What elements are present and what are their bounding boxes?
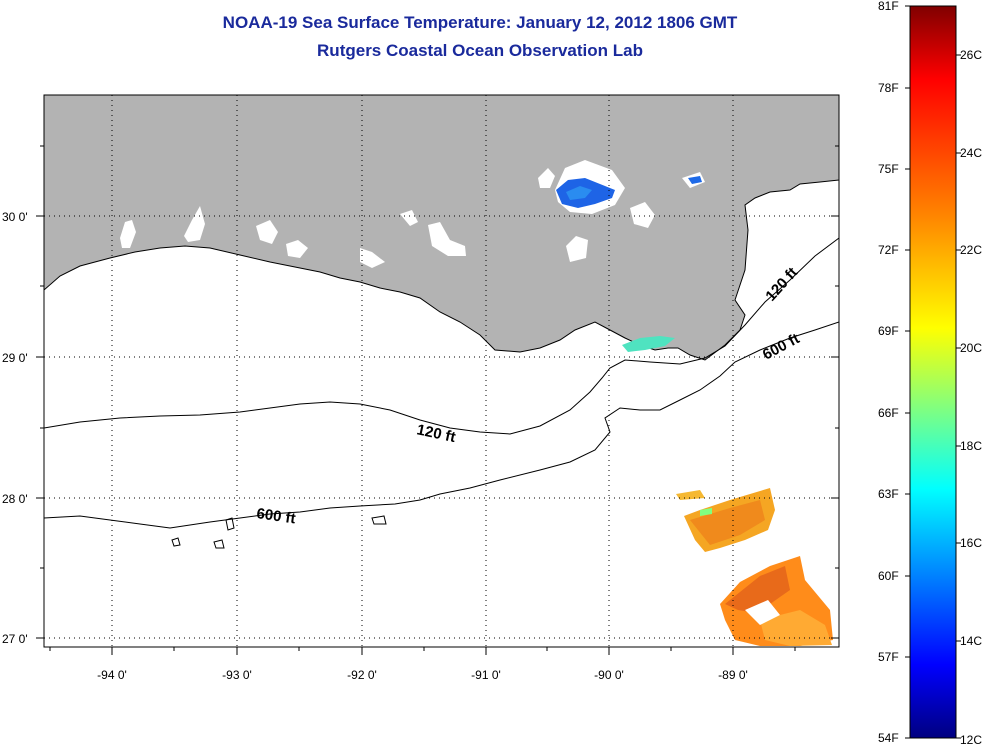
colorbar-label-c: 24C <box>960 146 983 160</box>
lon-tick-labels: -94 0' -93 0' -92 0' -91 0' -90 0' -89 0… <box>97 668 748 682</box>
contour-island <box>225 517 235 531</box>
lat-tick-label: 30 0' <box>2 210 28 224</box>
lat-tick-label: 27 0' <box>2 632 28 646</box>
lake <box>630 202 655 228</box>
lake <box>538 168 555 188</box>
colorbar-label-f: 54F <box>878 731 899 745</box>
lat-tick-labels: 30 0' 29 0' 28 0' 27 0' <box>2 210 28 646</box>
contour-island <box>171 537 181 547</box>
map-frame <box>43 94 840 648</box>
lake <box>566 236 588 262</box>
colorbar-label-c: 22C <box>960 243 983 257</box>
lake <box>400 210 418 226</box>
colorbar-label-f: 69F <box>878 324 899 338</box>
contour-island <box>213 539 225 549</box>
map-tick-marks <box>36 145 839 655</box>
bathymetry-contours <box>44 237 839 549</box>
lat-tick-label: 28 0' <box>2 492 28 506</box>
map-subtitle: Rutgers Coastal Ocean Observation Lab <box>317 41 643 60</box>
contour-label-600ft: 600 ft <box>255 505 296 527</box>
lake <box>120 220 136 248</box>
contour-600ft <box>44 321 839 529</box>
contour-island <box>371 515 387 525</box>
colorbar-label-f: 72F <box>878 243 899 257</box>
colorbar-label-f: 66F <box>878 406 899 420</box>
colorbar-label-c: 14C <box>960 634 983 648</box>
colorbar-ticks <box>905 5 961 739</box>
colorbar-label-f: 81F <box>878 0 899 13</box>
colorbar-label-c: 12C <box>960 733 983 747</box>
contour-120ft-west <box>44 237 839 435</box>
lon-tick-label: -94 0' <box>97 668 127 682</box>
colorbar-label-f: 60F <box>878 569 899 583</box>
lon-tick-label: -93 0' <box>222 668 252 682</box>
colorbar <box>909 5 957 739</box>
map-title: NOAA-19 Sea Surface Temperature: January… <box>222 13 738 32</box>
sst-lake-patch <box>556 176 702 352</box>
sst-offshore-patches <box>676 488 833 646</box>
lake <box>286 240 308 258</box>
colorbar-label-c: 18C <box>960 439 983 453</box>
lake <box>428 222 466 256</box>
colorbar-label-f: 57F <box>878 650 899 664</box>
lake <box>360 248 385 268</box>
colorbar-label-c: 16C <box>960 536 983 550</box>
lon-tick-label: -90 0' <box>594 668 624 682</box>
lake <box>184 206 205 242</box>
colorbar-label-f: 75F <box>878 162 899 176</box>
lon-tick-label: -89 0' <box>718 668 748 682</box>
colorbar-label-f: 78F <box>878 81 899 95</box>
colorbar-label-c: 20C <box>960 341 983 355</box>
lake <box>256 220 278 244</box>
lat-tick-label: 29 0' <box>2 351 28 365</box>
colorbar-label-f: 63F <box>878 487 899 501</box>
lon-tick-label: -92 0' <box>347 668 377 682</box>
lon-tick-label: -91 0' <box>471 668 501 682</box>
colorbar-label-c: 26C <box>960 48 983 62</box>
map-grid <box>44 95 839 647</box>
